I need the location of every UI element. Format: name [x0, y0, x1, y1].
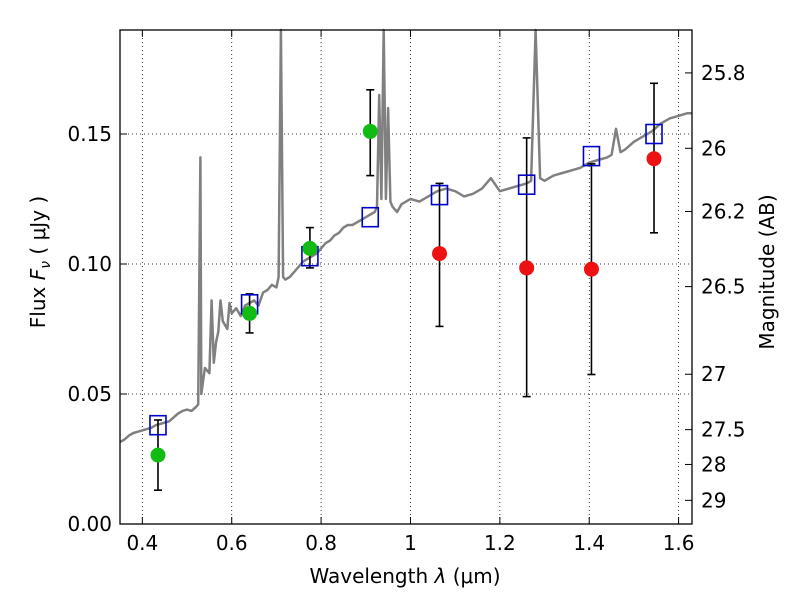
x-tick-label: 1.2 [484, 531, 516, 555]
y-tick-label: 0.05 [67, 382, 112, 406]
x-tick-label: 1.4 [573, 531, 605, 555]
y-axis-label-symbol: F [26, 268, 50, 280]
y-tick-label: 0.00 [67, 512, 112, 536]
data-point-green [362, 123, 378, 139]
y-axis-label-open: ( [26, 247, 50, 255]
data-point-red [432, 246, 448, 262]
errorbar-layer [153, 82, 659, 492]
model-photometry-box [361, 206, 380, 228]
data-point-green [302, 240, 318, 256]
y2-tick-label: 26 [701, 136, 726, 160]
y-axis-label: Flux Fν ( μJy ) [26, 196, 54, 328]
x-tick-label: 0.6 [216, 531, 248, 555]
grid-lines [120, 30, 692, 524]
y2-tick-label: 27 [701, 362, 726, 386]
x-tick-label: 1.6 [663, 531, 695, 555]
data-point-red [646, 151, 662, 167]
secondary-y-axis-label: Magnitude (AB) [755, 194, 779, 349]
data-point-red [519, 260, 535, 276]
x-tick-label: 0.8 [305, 531, 337, 555]
marker-layer [149, 123, 663, 463]
x-tick-label: 1 [404, 531, 417, 555]
y-axis-label-unit: μJy [26, 210, 50, 241]
y-axis-label-text: Flux [26, 286, 50, 328]
model-photometry-box [582, 145, 601, 167]
y2-tick-label: 28 [701, 452, 726, 476]
x-axis-label: Wavelength λ (μm) [309, 564, 500, 588]
model-spectrum-layer [119, 28, 692, 444]
data-point-green [242, 305, 258, 321]
y2-tick-label: 25.8 [701, 61, 746, 85]
tick-layer: 0.4 0.6 0.8 1 1.2 1.4 1.6 0.00 0.05 0.10 0.15 25.8 2… [67, 30, 746, 555]
data-point-green [150, 447, 166, 463]
y2-tick-label: 26.5 [701, 275, 746, 299]
plot-frame [119, 29, 693, 525]
x-axis-label-text: Wavelength [309, 564, 428, 588]
y2-tick-label: 26.2 [701, 199, 746, 223]
y-tick-label: 0.15 [67, 122, 112, 146]
y2-tick-label: 27.5 [701, 418, 746, 442]
model-photometry-box [149, 414, 167, 436]
y-axis-label-close: ) [26, 196, 50, 204]
y2-tick-label: 29 [701, 488, 726, 512]
model-photometry-box [430, 184, 449, 206]
x-tick-label: 0.4 [126, 531, 158, 555]
y-tick-label: 0.10 [67, 252, 112, 276]
data-point-red [583, 261, 599, 277]
x-axis-label-unit: (μm) [453, 564, 501, 588]
model-photometry-box [517, 174, 536, 195]
model-spectrum-line [119, 28, 692, 444]
model-photometry-box [645, 123, 663, 145]
y-axis-label-subscript: ν [38, 261, 54, 269]
x-axis-label-symbol: λ [434, 564, 447, 588]
